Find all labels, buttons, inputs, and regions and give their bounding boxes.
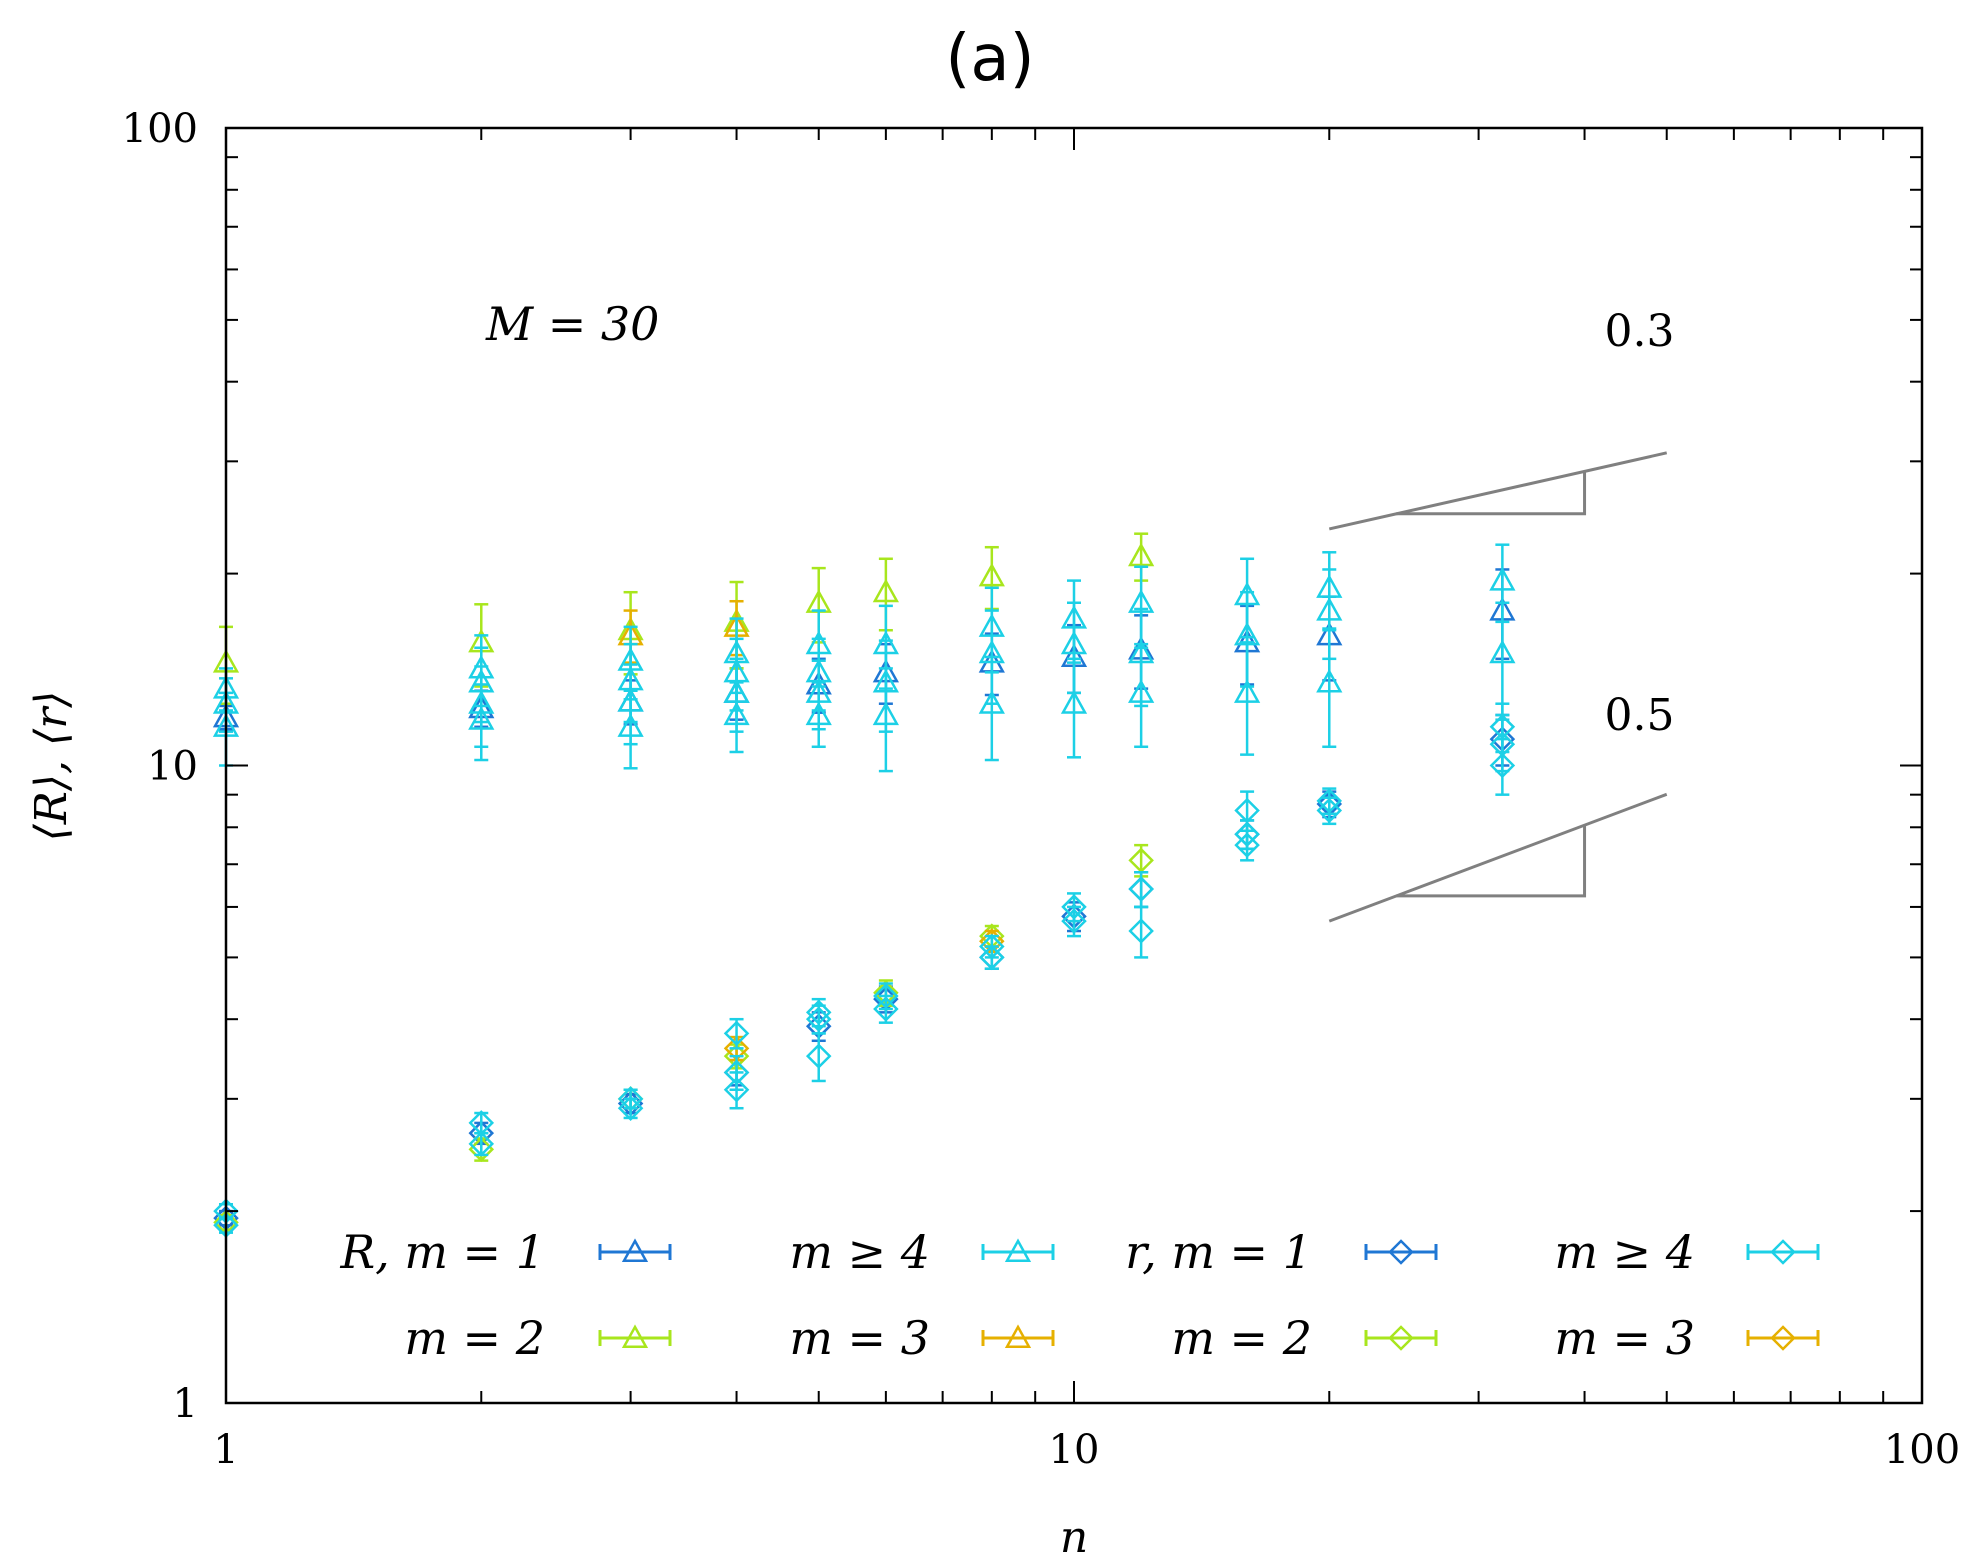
x-tick-label: 100 [1884,1427,1960,1473]
data-point [468,1136,495,1163]
data-point [1128,918,1154,944]
data-point [1234,797,1260,824]
data-point [1233,621,1261,646]
data-point [1128,639,1155,664]
data-point [1128,589,1155,613]
plot-marks [212,532,1516,1239]
x-tick-label: 10 [1049,1427,1100,1473]
data-point [1489,639,1516,664]
legend-marker [1388,1239,1414,1265]
x-axis-label: n [1060,1512,1088,1563]
legend-marker [621,1238,649,1263]
data-point [1316,797,1343,824]
slope-label: 0.3 [1605,306,1675,357]
data-point [723,1076,750,1103]
data-point [978,562,1005,587]
slope-guides: 0.3 0.5 [1328,306,1675,923]
slope-label: 0.5 [1605,690,1675,741]
data-point [872,578,899,603]
slope-guide-line [1328,792,1668,923]
data-point [979,933,1005,960]
data-point [468,1131,495,1157]
tick-labels: 1 10 100 1 10 100 [122,106,1961,1473]
data-point [1233,679,1261,703]
chart-title: (a) [945,22,1034,96]
data-point [617,647,644,671]
data-point [1316,668,1343,693]
legend-marker [1770,1325,1796,1351]
data-point [805,630,832,655]
data-point [723,1020,750,1047]
data-point [468,654,495,679]
legend-label: m = 2 [404,1311,545,1365]
series-6 [723,928,1005,1062]
data-point [617,1095,644,1121]
x-tick-label: 1 [213,1427,238,1473]
data-point [1128,876,1154,902]
slope-triangle [1396,471,1587,516]
data-point [872,668,899,693]
data-point [1061,908,1087,934]
data-point [1060,690,1088,714]
y-axis-label: ⟨R⟩, ⟨r⟩ [26,691,77,842]
series-5 [213,843,1154,1236]
data-point [1316,788,1343,814]
legend-label: m = 2 [1171,1311,1312,1365]
slope-triangle [1396,825,1587,898]
y-tick-label: 1 [173,1381,198,1427]
axis-ticks [225,127,1923,1404]
annotation-m30: M = 30 [485,297,659,351]
data-point [723,639,750,664]
data-point [1060,605,1088,629]
legend-marker [621,1324,649,1349]
data-point [1489,731,1516,757]
legend-label: m = 3 [1554,1311,1695,1365]
data-point [1234,832,1260,858]
data-point [1061,894,1087,920]
legend-label: m ≥ 4 [1554,1225,1695,1279]
data-point [979,944,1005,971]
series-1 [212,532,1155,705]
data-point [723,1059,750,1086]
legend-label: m = 3 [789,1311,930,1365]
data-point [872,630,899,655]
data-point [1234,821,1260,848]
data-point [1489,714,1516,740]
data-point [805,1043,832,1069]
legend: R, m = 1 m = 2 m = 3 m ≥ 4 r, m = 1 m = 2 m = … [339,1225,1820,1365]
legend-marker [1770,1239,1796,1265]
data-point [1128,542,1155,567]
series-3 [212,543,1516,773]
data-point [1316,574,1343,598]
series-7 [213,702,1516,1239]
series-4 [213,713,1516,1231]
slope-guide-line [1328,451,1668,531]
data-point [978,613,1005,637]
data-point [873,983,899,1009]
legend-label: R, m = 1 [339,1225,545,1279]
data-point [873,996,899,1022]
data-point [617,1086,644,1112]
legend-marker [1004,1324,1032,1349]
data-point [1233,581,1261,606]
y-tick-label: 10 [147,744,198,790]
data-point [1489,752,1516,779]
data-point [805,999,832,1026]
legend-label: m ≥ 4 [789,1225,930,1279]
y-tick-label: 100 [122,106,198,152]
legend-marker [1004,1238,1032,1263]
legend-label: r, m = 1 [1125,1225,1312,1279]
legend-marker [1388,1325,1414,1351]
data-point [1489,567,1516,591]
data-point [468,1110,495,1136]
